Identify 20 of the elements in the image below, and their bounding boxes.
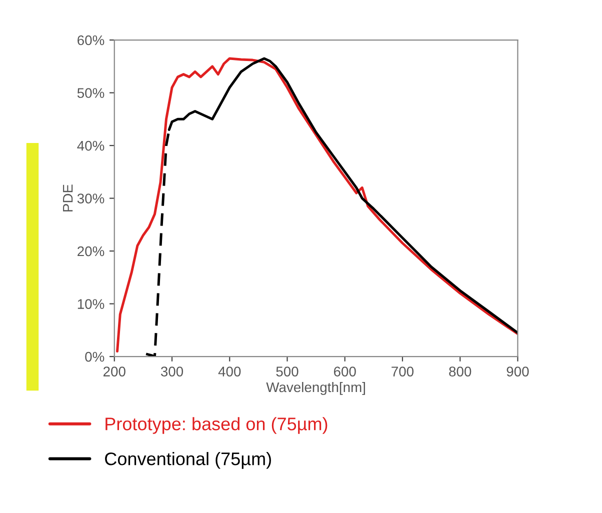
legend-label: Prototype: based on (75µm) (106, 417, 328, 434)
x-tick-label: 200 (103, 366, 126, 376)
legend-label: Conventional (75µm) (105, 452, 271, 469)
y-tick-label: 50% (77, 88, 104, 98)
x-tick-label: 300 (160, 366, 184, 376)
x-tick-label: 400 (218, 366, 241, 376)
x-tick-label: 700 (392, 366, 414, 376)
line-series (116, 57, 518, 353)
y-axis-title: PDE (63, 184, 73, 212)
y-tick-label: 10% (78, 299, 104, 309)
y-tick-label: 30% (77, 194, 104, 204)
x-tick-label: 500 (276, 366, 298, 376)
y-tick-label: 0% (85, 352, 104, 362)
y-tick-label: 20% (78, 246, 104, 256)
x-tick-label: 800 (449, 366, 472, 376)
x-tick-label: 900 (506, 366, 529, 376)
y-tick-label: 40% (77, 140, 104, 151)
x-axis-title: Wavelength[nm] (266, 382, 365, 395)
y-tick-label: 60% (78, 35, 104, 46)
x-tick-label: 600 (334, 366, 356, 376)
